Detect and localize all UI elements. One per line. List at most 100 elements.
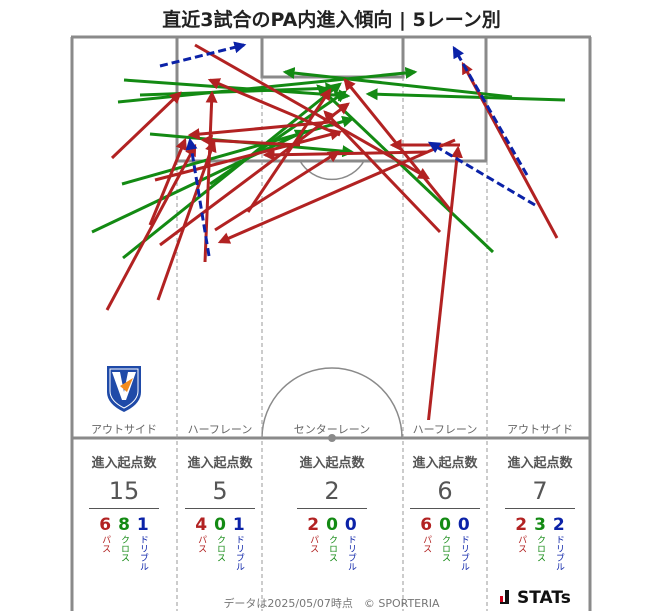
dribble-arrow	[185, 137, 211, 257]
stat-total: 2	[324, 477, 340, 505]
cross-count: 3	[534, 515, 546, 535]
dribble-arrow	[427, 141, 536, 207]
pass-arrow	[426, 145, 463, 426]
center-spot	[328, 434, 336, 442]
stat-total: 5	[212, 477, 228, 505]
lane-label-left-halfspace: ハーフレーン	[187, 423, 253, 436]
pass-arrow	[194, 43, 431, 180]
cross-arrow	[123, 78, 351, 102]
pass-label: パス	[421, 535, 432, 553]
pass-count: 6	[99, 515, 112, 535]
stat-header: 進入起点数	[91, 456, 157, 471]
pass-count: 2	[307, 515, 320, 535]
stat-column-right-outside: 進入起点数 7 2 パス 3 クロス 2 ドリブル	[496, 452, 584, 571]
dribble-label: ドリブル	[458, 535, 469, 571]
stat-total: 6	[437, 477, 453, 505]
stat-header: 進入起点数	[299, 456, 365, 471]
stat-total: 7	[532, 477, 548, 505]
footer-credit: データは2025/05/07時点 © SPORTERIA	[223, 597, 440, 610]
lane-label-backgrounds	[85, 420, 581, 434]
stat-divider	[185, 508, 255, 509]
dribble-arrow	[452, 45, 529, 176]
cross-arrow	[121, 115, 355, 186]
stat-divider	[89, 508, 159, 509]
cross-count: 0	[439, 515, 451, 535]
pass-arrow	[148, 137, 187, 226]
dribble-label: ドリブル	[233, 535, 244, 571]
cross-label: クロス	[215, 535, 225, 562]
stat-total: 15	[108, 477, 140, 505]
pass-arrow	[154, 128, 343, 182]
cross-label: クロス	[327, 535, 337, 562]
dribble-count: 0	[344, 515, 357, 535]
cross-arrow	[282, 67, 513, 99]
pass-label: パス	[100, 535, 111, 553]
pass-arrow	[461, 61, 559, 239]
stat-divider	[297, 508, 367, 509]
stat-column-right-halfspace: 進入起点数 6 6 パス 0 クロス 0 ドリブル	[405, 452, 485, 571]
stat-header: 進入起点数	[507, 456, 573, 471]
pass-arrow	[203, 90, 218, 263]
pass-label: パス	[196, 535, 207, 553]
page-title: 直近3試合のPA内進入傾向 | 5レーン別	[162, 9, 501, 31]
cross-arrows	[91, 66, 566, 260]
dribble-count: 2	[552, 515, 565, 535]
cross-arrow	[209, 90, 347, 186]
cross-label: クロス	[440, 535, 450, 562]
cross-arrow	[316, 84, 495, 254]
stats-brand-logo: STATs	[500, 588, 571, 608]
pass-arrows	[105, 43, 559, 426]
dribble-label: ドリブル	[345, 535, 356, 571]
stat-divider	[410, 508, 480, 509]
lane-dividers	[176, 77, 488, 611]
pass-arrow	[200, 134, 301, 147]
pass-count: 6	[420, 515, 433, 535]
lane-label-center: センターレーン	[293, 423, 371, 436]
goal-area	[260, 35, 405, 79]
stat-column-left-outside: 進入起点数 15 6 パス 8 クロス 1 ドリブル	[80, 452, 168, 571]
stat-header: 進入起点数	[187, 456, 253, 471]
cross-count: 0	[214, 515, 226, 535]
pass-arrow	[110, 91, 182, 160]
pass-arrow	[343, 78, 454, 213]
stat-divider	[505, 508, 575, 509]
stat-breakdown: 4 パス 0 クロス 1 ドリブル	[180, 515, 260, 571]
pass-arrow	[262, 148, 429, 161]
stat-column-center: 進入起点数 2 2 パス 0 クロス 0 ドリブル	[285, 452, 379, 571]
pass-arrow	[214, 150, 341, 232]
pass-label: パス	[516, 535, 527, 553]
stat-breakdown: 2 パス 0 クロス 0 ドリブル	[285, 515, 379, 571]
dribble-arrow	[159, 41, 247, 68]
dribble-count: 0	[457, 515, 470, 535]
cross-count: 8	[118, 515, 130, 535]
cross-label: クロス	[119, 535, 129, 562]
dribble-label: ドリブル	[137, 535, 148, 571]
dribble-label: ドリブル	[553, 535, 564, 571]
dribble-count: 1	[232, 515, 245, 535]
cross-label: クロス	[535, 535, 545, 562]
lane-label-right-outside: アウトサイド	[507, 423, 573, 436]
stat-breakdown: 2 パス 3 クロス 2 ドリブル	[496, 515, 584, 571]
brand-name: STATs	[517, 588, 571, 608]
lane-label-left-outside: アウトサイド	[91, 423, 157, 436]
stat-column-left-halfspace: 進入起点数 5 4 パス 0 クロス 1 ドリブル	[180, 452, 260, 571]
pass-arrow	[246, 88, 332, 213]
lane-label-right-halfspace: ハーフレーン	[412, 423, 478, 436]
pass-count: 4	[195, 515, 208, 535]
pass-arrow	[207, 78, 341, 137]
cross-count: 0	[326, 515, 338, 535]
cross-arrow	[365, 88, 566, 102]
center-circle	[261, 367, 403, 439]
pass-arrow	[217, 138, 456, 244]
v-varen-crest-icon	[107, 366, 141, 412]
pass-arrow	[159, 102, 350, 247]
pass-arrow	[323, 110, 442, 234]
penalty-arc	[299, 160, 365, 181]
stat-header: 進入起点数	[412, 456, 478, 471]
pass-label: パス	[308, 535, 319, 553]
stats-logo-icon	[500, 590, 509, 604]
stat-breakdown: 6 パス 8 クロス 1 ドリブル	[80, 515, 168, 571]
stat-breakdown: 6 パス 0 クロス 0 ドリブル	[405, 515, 485, 571]
dribble-arrows	[159, 41, 536, 257]
